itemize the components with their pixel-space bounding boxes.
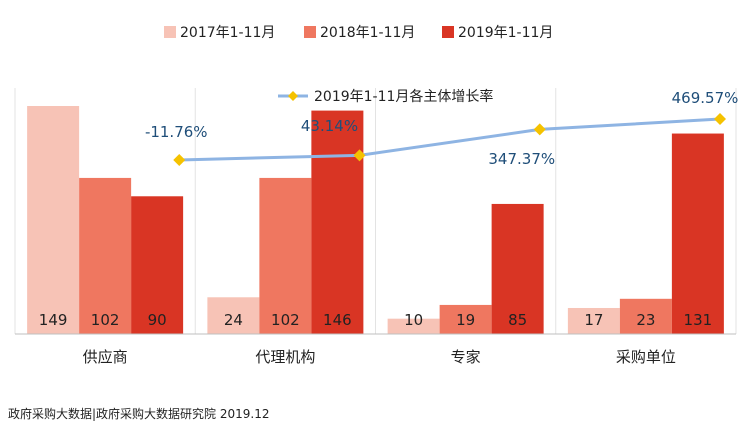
bar-1 [387,318,440,334]
legend-swatch [304,26,316,38]
bar-value-label: 10 [404,311,423,329]
bar-value-label: 19 [456,311,475,329]
category-label: 采购单位 [616,348,676,366]
category-label: 专家 [451,348,481,366]
bar-3 [671,133,724,334]
growth-rate-label: 43.14% [301,117,358,135]
bar-value-label: 102 [91,311,120,329]
legend-label: 2018年1-11月 [320,25,415,41]
legend-line-marker [288,91,298,101]
bar-3 [311,110,364,334]
bar-3 [131,196,184,334]
bar-2 [439,304,492,334]
bar-value-label: 146 [323,311,352,329]
bar-2 [619,298,672,334]
bar-value-label: 149 [39,311,68,329]
bar-value-label: 17 [584,311,603,329]
bar-value-label: 23 [636,311,655,329]
bar-value-label: 24 [224,311,243,329]
bar-1 [207,297,260,334]
legend-swatch [164,26,176,38]
legend-label: 2017年1-11月 [180,25,275,41]
bar-1 [27,106,80,334]
legend-line-label: 2019年1-11月各主体增长率 [314,88,493,105]
bar-value-label: 85 [508,311,527,329]
growth-rate-marker [173,154,186,166]
bar-2 [79,177,132,334]
bar-1 [567,307,620,334]
bar-3 [491,203,544,334]
category-label: 供应商 [83,348,128,366]
growth-rate-marker [533,123,546,136]
growth-rate-marker [714,113,726,125]
growth-rate-label: -11.76% [145,123,208,141]
legend-label: 2019年1-11月 [458,25,553,41]
source-footer: 政府采购大数据|政府采购大数据研究院 2019.12 [8,407,270,421]
growth-rate-marker [353,149,366,162]
bar-2 [259,177,312,334]
legend-swatch [442,26,454,38]
bar-value-label: 90 [148,311,167,329]
bar-value-label: 131 [684,311,713,329]
category-label: 代理机构 [255,348,315,366]
growth-rate-line [179,117,721,162]
growth-rate-label: 347.37% [488,150,555,168]
growth-rate-label: 469.57% [672,89,739,107]
bar-value-label: 102 [271,311,300,329]
